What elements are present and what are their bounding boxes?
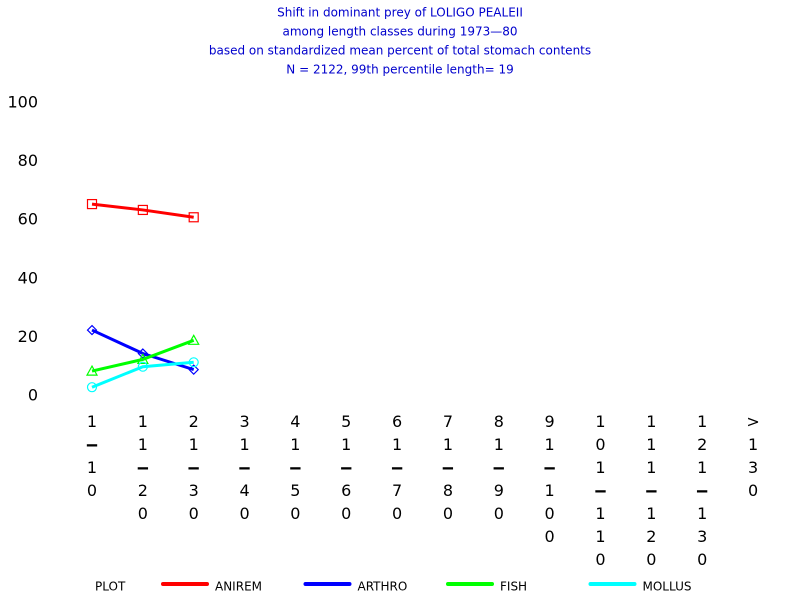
marker (85, 364, 99, 376)
marker (86, 382, 98, 393)
x-tick-label: 1 0 1 -1 1 0 (594, 412, 608, 569)
chart-subtitle: N = 2122, 99th percentile length= 19 (286, 63, 513, 77)
marker (137, 204, 148, 216)
series (85, 334, 200, 376)
chart-title: among length classes during 1973—80 (282, 25, 517, 39)
y-tick-label: 100 (7, 93, 38, 112)
y-tick-label: 80 (18, 151, 38, 170)
series-line (91, 360, 194, 389)
y-tick-label: 60 (18, 210, 38, 229)
series (86, 357, 199, 393)
legend-label: ARTHRO (358, 580, 408, 594)
marker (86, 198, 98, 210)
series (86, 198, 199, 223)
y-tick-label: 40 (18, 268, 38, 287)
marker (187, 334, 200, 345)
x-tick-label: 2 1 -3 0 (187, 412, 201, 523)
x-tick-label: 1 2 1 -1 3 0 (695, 412, 709, 569)
x-tick-label: 9 1 -1 0 0 (543, 412, 557, 546)
marker (136, 353, 149, 364)
series-line (91, 338, 195, 373)
x-tick-label: 1 1 1 -1 2 0 (644, 412, 658, 569)
x-tick-label: 4 1 -5 0 (288, 412, 302, 523)
chart-subtitle: based on standardized mean percent of to… (209, 44, 591, 58)
marker (188, 212, 199, 223)
x-tick-label: 3 1 -4 0 (238, 412, 252, 523)
marker (86, 324, 98, 336)
y-tick-label: 20 (18, 327, 38, 346)
series-line (91, 202, 194, 219)
x-tick-label: >1 3 0 (746, 412, 759, 500)
legend-label: ANIREM (215, 580, 262, 594)
x-tick-label: 1 -1 0 (85, 412, 99, 500)
legend-label: FISH (500, 580, 527, 594)
x-tick-label: 7 1 -8 0 (441, 412, 455, 523)
legend-label: MOLLUS (643, 580, 692, 594)
marker (188, 364, 200, 375)
x-tick-label: 5 1 -6 0 (339, 412, 353, 523)
marker (137, 361, 148, 372)
chart-title: Shift in dominant prey of LOLIGO PEALEII (277, 6, 523, 20)
marker (188, 357, 199, 368)
x-tick-label: 8 1 -9 0 (492, 412, 506, 523)
x-tick-label: 6 1 -7 0 (390, 412, 404, 523)
x-tick-label: 1 1 -2 0 (136, 412, 150, 523)
y-tick-label: 0 (28, 386, 38, 405)
legend-title: PLOT (95, 580, 126, 594)
